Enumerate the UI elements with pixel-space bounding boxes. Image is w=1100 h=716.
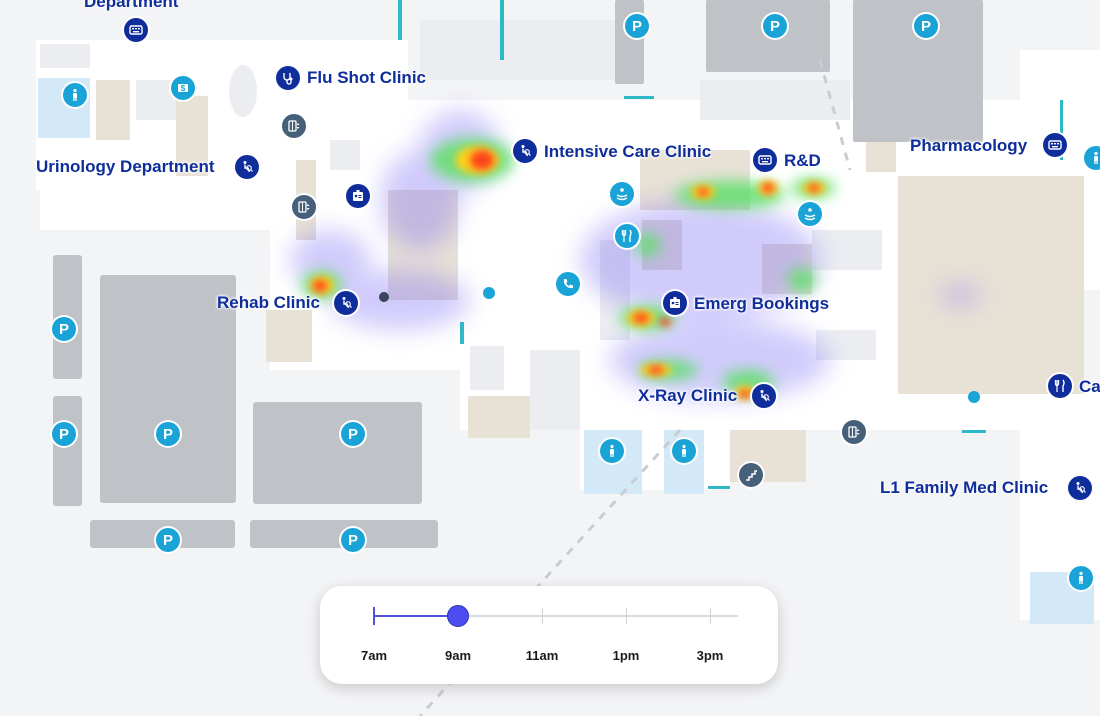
time-slider-tick[interactable]	[542, 608, 543, 624]
fork-knife-icon[interactable]	[1048, 374, 1072, 398]
atm-icon[interactable]: $	[171, 76, 195, 100]
fork-knife-icon[interactable]	[615, 224, 639, 248]
parking-icon[interactable]: P	[52, 317, 76, 341]
time-slider-label[interactable]: 11am	[525, 648, 559, 663]
label-flu-shot-clinic[interactable]: Flu Shot Clinic	[307, 68, 426, 87]
location-dot[interactable]	[968, 391, 980, 403]
location-dot[interactable]	[483, 287, 495, 299]
xray-icon[interactable]	[752, 384, 776, 408]
time-slider-fill	[374, 615, 458, 617]
label-rehab-clinic[interactable]: Rehab Clinic	[217, 293, 320, 312]
parking-icon[interactable]: P	[156, 422, 180, 446]
time-slider-card: 7am 9am 11am 1pm 3pm	[320, 586, 778, 684]
label-xray-clinic[interactable]: X-Ray Clinic	[638, 386, 738, 405]
time-slider-label[interactable]: 1pm	[612, 648, 640, 663]
phone-icon[interactable]	[556, 272, 580, 296]
time-slider-label[interactable]: 3pm	[696, 648, 724, 663]
keyboard-icon[interactable]	[1043, 133, 1067, 157]
label-emerg-bookings[interactable]: Emerg Bookings	[694, 294, 830, 313]
family-med-icon[interactable]	[1068, 476, 1092, 500]
urinology-icon[interactable]	[235, 155, 259, 179]
stethoscope-icon[interactable]	[276, 66, 300, 90]
parking-icon[interactable]: P	[52, 422, 76, 446]
label-department[interactable]: Department	[84, 0, 179, 11]
elevator-icon[interactable]	[842, 420, 866, 444]
keyboard-icon[interactable]	[124, 18, 148, 42]
restroom-icon[interactable]	[1084, 146, 1100, 170]
time-slider-thumb[interactable]	[447, 605, 469, 627]
time-slider-start-cap	[373, 607, 375, 625]
elevator-icon[interactable]	[282, 114, 306, 138]
atm-symbol: $	[181, 84, 186, 93]
massage-icon[interactable]	[798, 202, 822, 226]
time-slider-label[interactable]: 9am	[444, 648, 472, 663]
parking-icon[interactable]: P	[156, 528, 180, 552]
heatmap	[290, 110, 980, 400]
door-accents	[398, 0, 1063, 489]
label-family-med-clinic[interactable]: L1 Family Med Clinic	[880, 478, 1049, 497]
parking-icon[interactable]: P	[341, 528, 365, 552]
label-urinology-department[interactable]: Urinology Department	[36, 157, 215, 176]
parking-icon[interactable]: P	[625, 14, 649, 38]
restroom-icon[interactable]	[63, 83, 87, 107]
time-slider-tick[interactable]	[626, 608, 627, 624]
id-badge-icon[interactable]	[346, 184, 370, 208]
parking-icon[interactable]: P	[341, 422, 365, 446]
parking-icon[interactable]: P	[763, 14, 787, 38]
intensive-care-icon[interactable]	[513, 139, 537, 163]
stairs-icon[interactable]	[739, 463, 763, 487]
restroom-icon[interactable]	[600, 439, 624, 463]
time-slider-label[interactable]: 7am	[360, 648, 388, 663]
massage-icon[interactable]	[610, 182, 634, 206]
id-badge-icon[interactable]	[663, 291, 687, 315]
rehab-icon[interactable]	[334, 291, 358, 315]
label-cafe-partial[interactable]: Ca	[1079, 377, 1100, 396]
time-slider-tick[interactable]	[710, 608, 711, 624]
time-slider-track[interactable]	[374, 615, 738, 617]
elevator-icon[interactable]	[292, 195, 316, 219]
restroom-icon[interactable]	[1069, 566, 1093, 590]
parking-icon[interactable]: P	[914, 14, 938, 38]
label-pharmacology[interactable]: Pharmacology	[910, 136, 1028, 155]
parking-lots	[53, 0, 983, 548]
location-dot[interactable]	[379, 292, 389, 302]
label-intensive-care-clinic[interactable]: Intensive Care Clinic	[544, 142, 712, 161]
restroom-icon[interactable]	[672, 439, 696, 463]
label-rnd[interactable]: R&D	[784, 151, 821, 170]
keyboard-icon[interactable]	[753, 148, 777, 172]
